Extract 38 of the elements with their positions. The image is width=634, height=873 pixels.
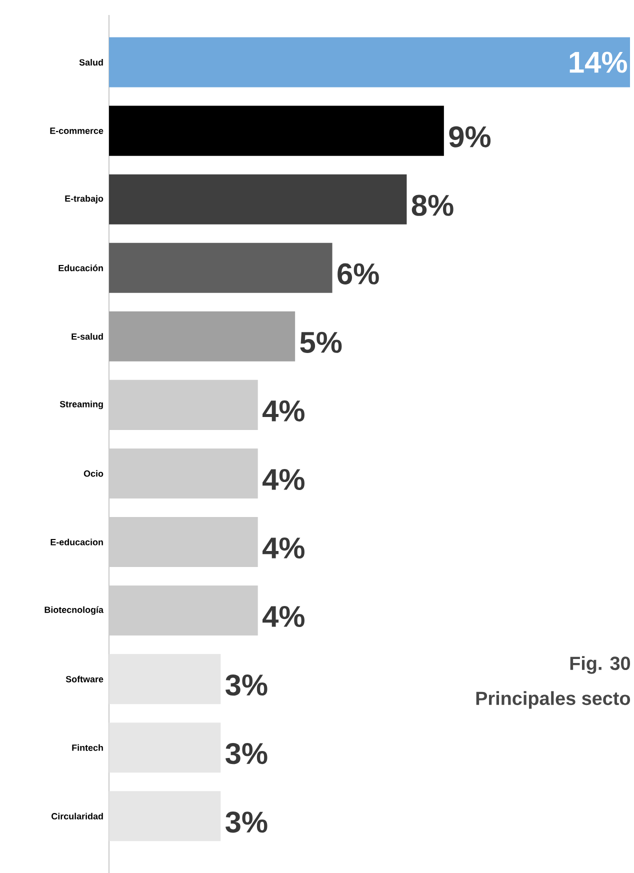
bar <box>109 722 221 773</box>
y-tick-label: E-commerce <box>50 128 104 134</box>
data-label: 4% <box>262 400 304 422</box>
bar <box>109 654 221 704</box>
bar <box>109 106 444 156</box>
y-tick-label: Fintech <box>72 744 103 751</box>
data-label: 3% <box>226 742 268 764</box>
data-label: 4% <box>262 468 304 490</box>
y-tick-label: E-trabajo <box>65 195 104 204</box>
y-tick-label: Educación <box>58 264 103 272</box>
bar <box>109 448 258 498</box>
y-tick-label: Biotecnología <box>44 606 104 615</box>
data-label: 4% <box>262 606 304 628</box>
data-label: 4% <box>262 537 304 559</box>
y-tick-label: E-salud <box>72 333 103 340</box>
data-label: 6% <box>338 263 379 284</box>
bar <box>109 516 258 568</box>
y-tick-label: Ocio <box>84 470 104 477</box>
bar <box>109 311 296 362</box>
data-label: 9% <box>449 126 491 148</box>
bar <box>109 242 332 293</box>
y-tick-label: E-educacion <box>50 538 103 546</box>
annotation: Principales secto <box>476 691 630 709</box>
bar <box>109 380 258 430</box>
y-tick-label: Salud <box>79 58 103 66</box>
bar <box>109 37 630 88</box>
data-label: 3% <box>226 812 268 833</box>
bar <box>109 586 258 636</box>
y-tick-label: Streaming <box>60 400 103 410</box>
y-tick-label: Circularidad <box>52 812 103 820</box>
bar <box>109 791 221 842</box>
bar <box>109 174 407 224</box>
data-label: 3% <box>226 674 268 696</box>
data-label: 8% <box>412 194 454 216</box>
data-label: 14% <box>570 52 628 73</box>
annotation: Fig. 30 <box>570 656 630 674</box>
data-label: 5% <box>300 332 342 353</box>
y-tick-label: Software <box>66 676 104 682</box>
